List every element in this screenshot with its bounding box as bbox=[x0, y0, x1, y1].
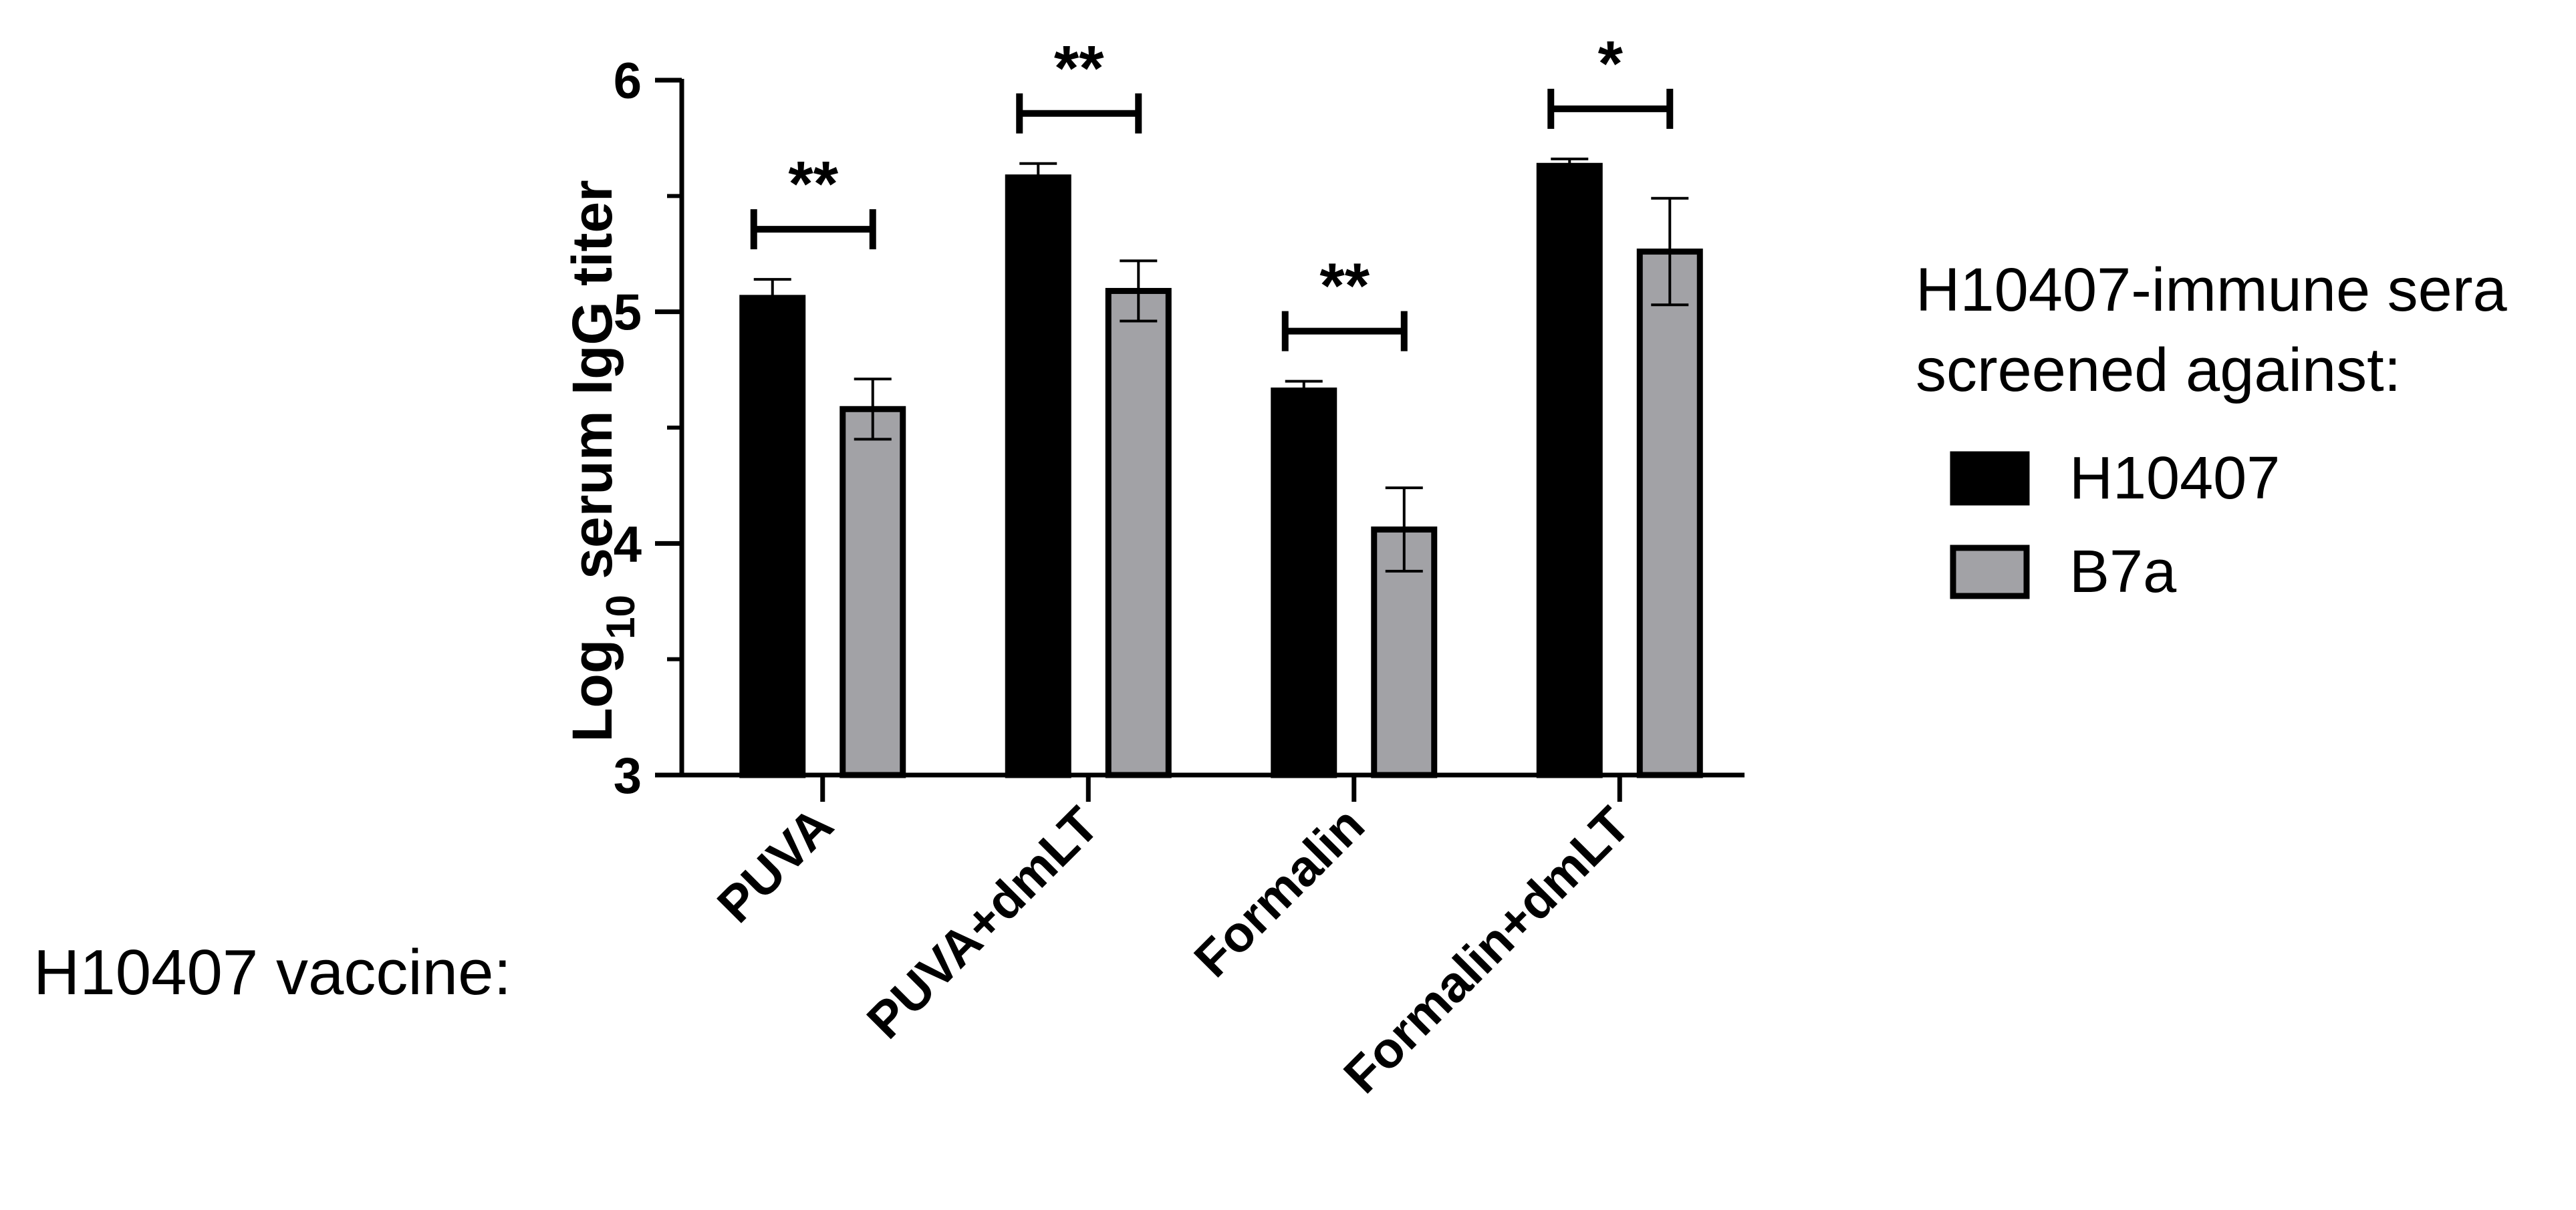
y-axis-label-suffix: serum IgG titer bbox=[561, 180, 624, 595]
bar-B7a-PUVA bbox=[840, 406, 906, 778]
legend-title-line-2: screened against: bbox=[1916, 336, 2401, 404]
significance-brackets: ******* bbox=[750, 28, 1674, 351]
legend: H10407-immune sera screened against: H10… bbox=[1916, 256, 2507, 605]
legend-swatch-H10407 bbox=[1950, 451, 2030, 506]
bar-B7a-Formalin+dmLT bbox=[1636, 249, 1703, 778]
legend-title-line-1: H10407-immune sera bbox=[1916, 256, 2507, 324]
bar-H10407-Formalin bbox=[1271, 388, 1337, 778]
bar-H10407-PUVA bbox=[739, 295, 806, 778]
error-bars bbox=[753, 157, 1689, 573]
y-tick-label-3: 3 bbox=[614, 748, 642, 804]
legend-swatch-B7a bbox=[1950, 545, 2030, 599]
sig-label-PUVA+dmLT: ** bbox=[1054, 33, 1104, 104]
x-tick-label-Formalin+dmLT: Formalin+dmLT bbox=[1333, 796, 1642, 1104]
bar-B7a-PUVA+dmLT bbox=[1105, 287, 1172, 778]
x-tick-label-PUVA+dmLT: PUVA+dmLT bbox=[856, 796, 1110, 1050]
legend-label-B7a: B7a bbox=[2069, 539, 2177, 605]
bar-H10407-Formalin+dmLT bbox=[1536, 162, 1603, 778]
sig-label-Formalin+dmLT: * bbox=[1598, 28, 1624, 100]
y-axis-label: Log10 serum IgG titer bbox=[561, 180, 643, 742]
y-tick-label-4: 4 bbox=[614, 516, 642, 573]
x-prefix-label: H10407 vaccine: bbox=[33, 937, 511, 1008]
y-tick-label-5: 5 bbox=[614, 285, 642, 341]
sig-label-PUVA: ** bbox=[788, 148, 838, 220]
sig-label-Formalin: ** bbox=[1319, 251, 1370, 322]
x-tick-label-Formalin: Formalin bbox=[1184, 796, 1376, 988]
y-axis-label-subscript: 10 bbox=[598, 595, 643, 639]
bars bbox=[739, 162, 1703, 778]
bar-H10407-PUVA+dmLT bbox=[1005, 174, 1071, 778]
x-tick-label-PUVA: PUVA bbox=[706, 796, 844, 933]
legend-label-H10407: H10407 bbox=[2069, 445, 2280, 512]
y-axis-label-prefix: Log bbox=[561, 639, 624, 742]
y-tick-label-6: 6 bbox=[614, 53, 642, 110]
